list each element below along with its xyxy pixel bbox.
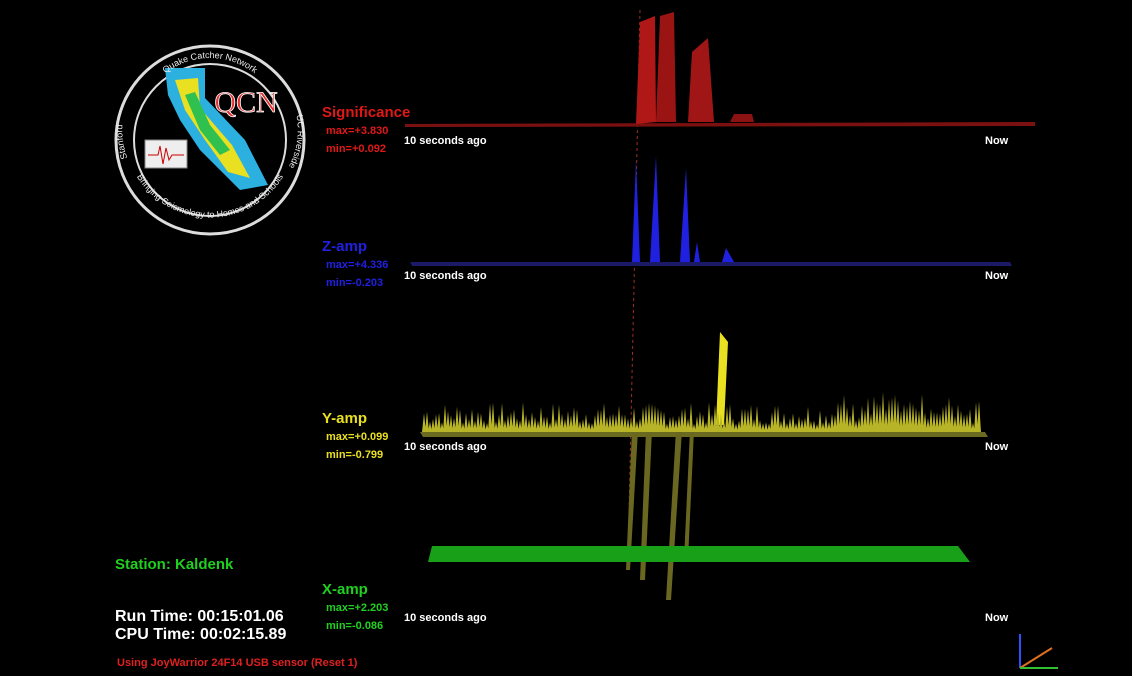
seismo-trace xyxy=(148,145,184,165)
peak xyxy=(636,16,656,124)
cpu-time: CPU Time: 00:02:15.89 xyxy=(115,626,286,643)
panel-max: max=+2.203 xyxy=(326,602,388,614)
peak xyxy=(688,38,714,122)
peak xyxy=(656,12,676,122)
gizmo-y xyxy=(1019,647,1053,669)
panel-min: min=-0.086 xyxy=(326,620,383,632)
panels: Significance max=+3.830 min=+0.092 10 secon… xyxy=(322,104,1009,632)
spike xyxy=(716,332,728,425)
axis-end: Now xyxy=(985,612,1009,624)
axis-start: 10 seconds ago xyxy=(404,441,487,453)
panel-label: X-amp xyxy=(322,581,368,598)
significance-trace xyxy=(405,12,1035,127)
logo-ring-inner xyxy=(133,63,287,217)
sensor: Using JoyWarrior 24F14 USB sensor (Reset… xyxy=(117,657,358,669)
panel-min: min=-0.799 xyxy=(326,449,383,461)
axis-end: Now xyxy=(985,270,1009,282)
axis-end: Now xyxy=(985,441,1009,453)
panel-label: Y-amp xyxy=(322,410,367,427)
z-trace xyxy=(410,156,1012,266)
axis-end: Now xyxy=(985,135,1009,147)
panel-max: max=+4.336 xyxy=(326,259,388,271)
baseline xyxy=(410,262,1012,266)
baseline xyxy=(405,122,1035,127)
axis-start: 10 seconds ago xyxy=(404,270,487,282)
panel-max: max=+0.099 xyxy=(326,431,388,443)
panel-label: Z-amp xyxy=(322,238,367,255)
panel-min: min=-0.203 xyxy=(326,277,383,289)
logo-ring xyxy=(114,44,306,236)
panel-max: max=+3.830 xyxy=(326,125,388,137)
axis-start: 10 seconds ago xyxy=(404,612,487,624)
axis-start: 10 seconds ago xyxy=(404,135,487,147)
run-time: Run Time: 00:15:01.06 xyxy=(115,608,284,625)
peak xyxy=(730,114,754,122)
x-trace xyxy=(428,546,970,562)
station: Station: Kaldenk xyxy=(115,556,234,573)
band xyxy=(428,546,970,562)
panel-label: Significance xyxy=(322,104,410,121)
baseline xyxy=(420,432,988,437)
axes-gizmo xyxy=(1019,634,1058,669)
spikes xyxy=(632,156,734,262)
logo-mark: QCN xyxy=(214,86,277,119)
panel-min: min=+0.092 xyxy=(326,143,386,155)
noise xyxy=(422,392,981,432)
seismo-icon xyxy=(144,139,188,169)
map-relief2 xyxy=(185,92,230,155)
